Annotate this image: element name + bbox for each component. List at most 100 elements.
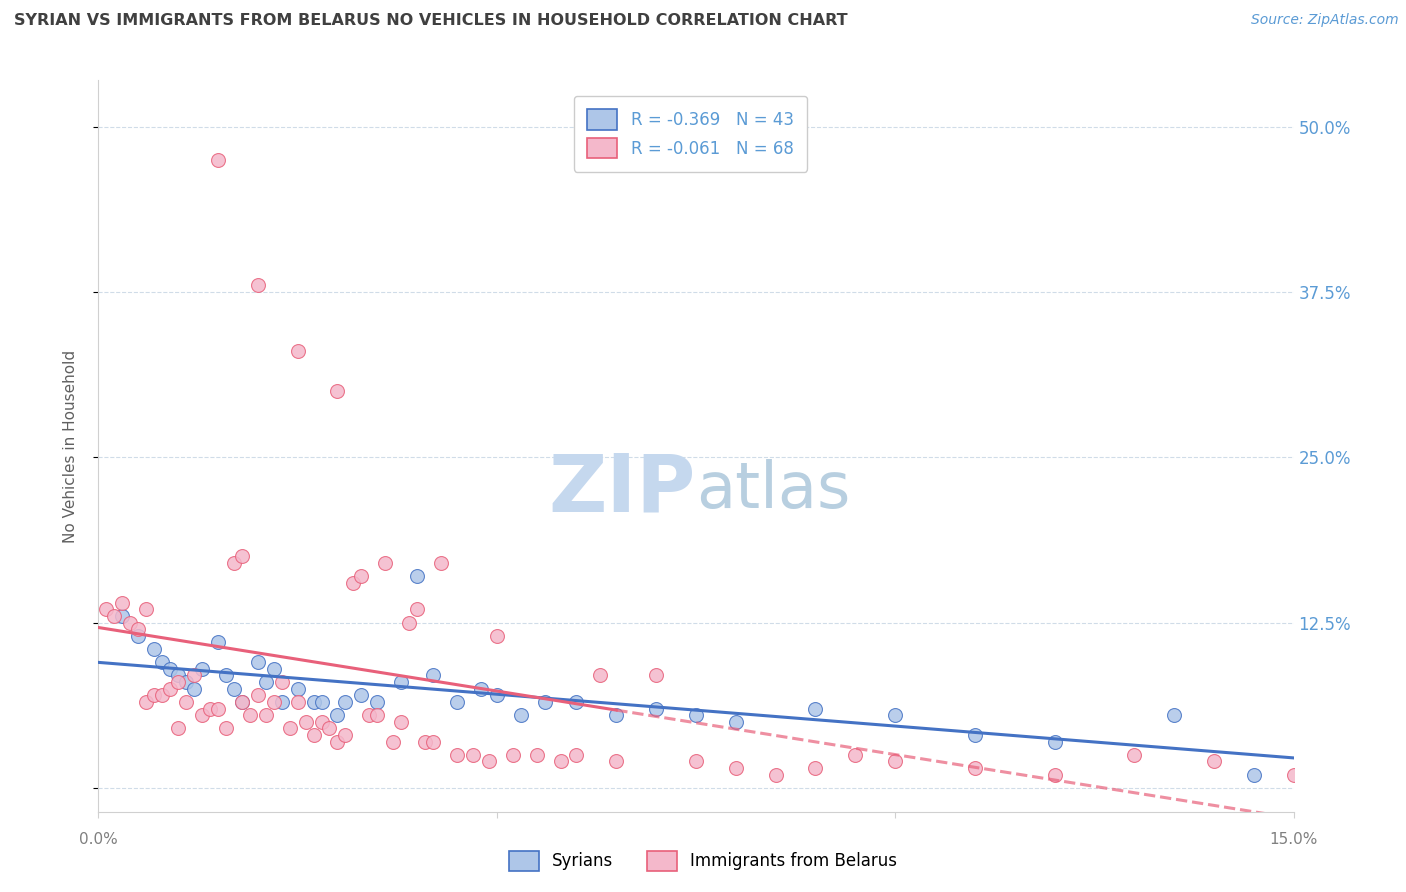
Text: SYRIAN VS IMMIGRANTS FROM BELARUS NO VEHICLES IN HOUSEHOLD CORRELATION CHART: SYRIAN VS IMMIGRANTS FROM BELARUS NO VEH… bbox=[14, 13, 848, 29]
Point bbox=[1043, 767, 1066, 781]
Point bbox=[222, 556, 245, 570]
Point bbox=[350, 569, 373, 583]
Point bbox=[430, 556, 453, 570]
Point bbox=[1202, 755, 1225, 769]
Point bbox=[398, 615, 420, 630]
Point bbox=[143, 642, 166, 657]
Point bbox=[278, 722, 301, 736]
Point bbox=[215, 668, 238, 682]
Point bbox=[1243, 767, 1265, 781]
Point bbox=[550, 755, 572, 769]
Point bbox=[191, 662, 214, 676]
Point bbox=[685, 708, 707, 723]
Point bbox=[150, 689, 173, 703]
Point bbox=[406, 569, 429, 583]
Point bbox=[963, 728, 986, 742]
Point bbox=[335, 695, 357, 709]
Point bbox=[1163, 708, 1185, 723]
Point bbox=[127, 629, 149, 643]
Point bbox=[422, 734, 444, 748]
Point bbox=[167, 722, 190, 736]
Point bbox=[884, 708, 907, 723]
Point bbox=[589, 668, 612, 682]
Point bbox=[470, 681, 492, 696]
Point bbox=[263, 695, 285, 709]
Point bbox=[605, 708, 627, 723]
Point bbox=[804, 761, 827, 775]
Point bbox=[311, 695, 333, 709]
Point bbox=[143, 689, 166, 703]
Text: atlas: atlas bbox=[696, 458, 851, 521]
Point bbox=[231, 695, 253, 709]
Point bbox=[963, 761, 986, 775]
Point bbox=[270, 695, 292, 709]
Point bbox=[605, 755, 627, 769]
Point bbox=[359, 708, 381, 723]
Point bbox=[207, 153, 229, 167]
Y-axis label: No Vehicles in Household: No Vehicles in Household bbox=[63, 350, 77, 542]
Point bbox=[446, 747, 468, 762]
Point bbox=[127, 622, 149, 636]
Point bbox=[350, 689, 373, 703]
Point bbox=[326, 708, 349, 723]
Point bbox=[111, 609, 134, 624]
Point bbox=[366, 708, 388, 723]
Point bbox=[159, 681, 181, 696]
Point bbox=[318, 722, 340, 736]
Point bbox=[287, 681, 309, 696]
Point bbox=[254, 675, 277, 690]
Point bbox=[1043, 734, 1066, 748]
Point bbox=[374, 556, 396, 570]
Point bbox=[844, 747, 866, 762]
Point bbox=[335, 728, 357, 742]
Point bbox=[287, 695, 309, 709]
Point bbox=[231, 695, 253, 709]
Point bbox=[478, 755, 501, 769]
Point bbox=[174, 695, 197, 709]
Point bbox=[645, 668, 668, 682]
Point bbox=[311, 714, 333, 729]
Point bbox=[461, 747, 484, 762]
Point bbox=[326, 384, 349, 398]
Point bbox=[724, 761, 747, 775]
Point bbox=[167, 675, 190, 690]
Point bbox=[135, 695, 157, 709]
Point bbox=[294, 714, 316, 729]
Point bbox=[685, 755, 707, 769]
Point bbox=[389, 714, 412, 729]
Point bbox=[485, 629, 508, 643]
Point bbox=[167, 668, 190, 682]
Point bbox=[120, 615, 142, 630]
Point bbox=[342, 575, 364, 590]
Point bbox=[526, 747, 548, 762]
Point bbox=[326, 734, 349, 748]
Point bbox=[446, 695, 468, 709]
Point bbox=[207, 701, 229, 715]
Point bbox=[382, 734, 405, 748]
Point bbox=[413, 734, 436, 748]
Point bbox=[246, 655, 269, 669]
Point bbox=[884, 755, 907, 769]
Point bbox=[231, 549, 253, 564]
Point bbox=[302, 728, 325, 742]
Point bbox=[565, 747, 588, 762]
Text: ZIP: ZIP bbox=[548, 450, 696, 529]
Point bbox=[389, 675, 412, 690]
Text: Source: ZipAtlas.com: Source: ZipAtlas.com bbox=[1251, 13, 1399, 28]
Point bbox=[270, 675, 292, 690]
Point bbox=[1123, 747, 1146, 762]
Point bbox=[239, 708, 262, 723]
Point bbox=[509, 708, 531, 723]
Point bbox=[406, 602, 429, 616]
Point bbox=[135, 602, 157, 616]
Point bbox=[246, 689, 269, 703]
Point bbox=[183, 681, 205, 696]
Point bbox=[765, 767, 787, 781]
Point bbox=[96, 602, 118, 616]
Legend: R = -0.369   N = 43, R = -0.061   N = 68: R = -0.369 N = 43, R = -0.061 N = 68 bbox=[574, 96, 807, 171]
Point bbox=[198, 701, 221, 715]
Point bbox=[263, 662, 285, 676]
Point bbox=[159, 662, 181, 676]
Point bbox=[254, 708, 277, 723]
Point bbox=[804, 701, 827, 715]
